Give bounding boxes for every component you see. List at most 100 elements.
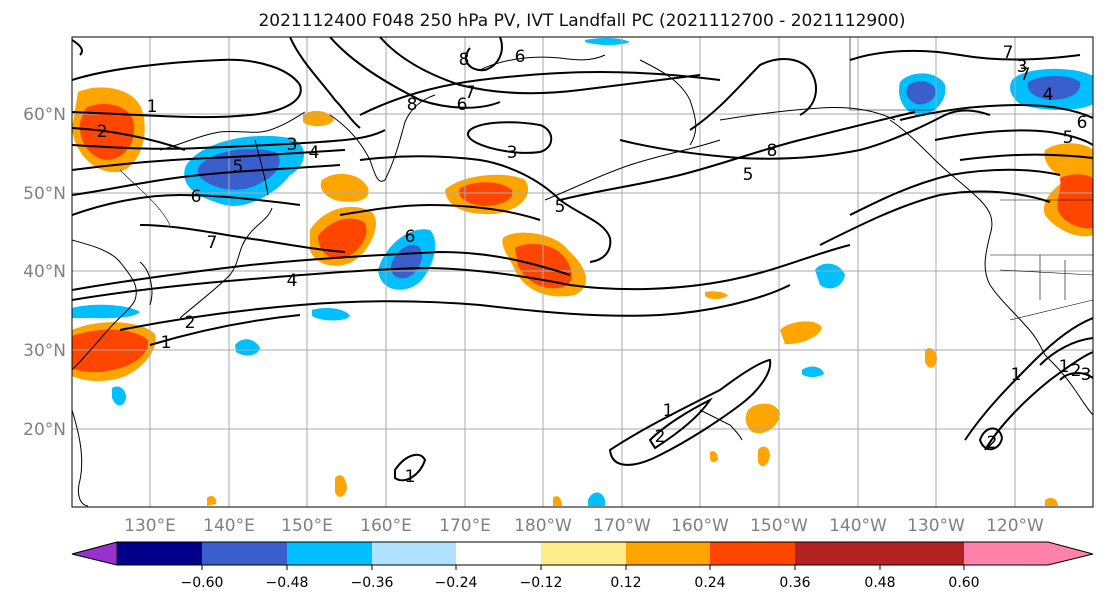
colorbar-tick-label: 0.12	[610, 575, 641, 591]
contour-label: 5	[1063, 128, 1074, 148]
contour-5-central	[359, 155, 612, 263]
contour-label: 7	[1003, 43, 1014, 63]
lon-label: 170°W	[593, 516, 651, 536]
coastline-hawaii	[699, 409, 743, 441]
contour-ne-6	[819, 190, 1051, 246]
contour-loop-se	[978, 427, 1004, 451]
colorbar-ticks	[201, 565, 965, 570]
contour-label: 4	[287, 271, 298, 291]
contour-4-central	[72, 244, 851, 301]
lat-label: 50°N	[23, 184, 66, 204]
lon-label: 160°W	[671, 516, 729, 536]
contour-ne-5	[849, 168, 1061, 216]
contour-3-southeast	[1039, 337, 1093, 366]
pv-anomaly-negative	[802, 366, 824, 377]
pv-anomaly-positive	[1045, 498, 1058, 506]
colorbar-segment	[626, 542, 710, 565]
pv-anomaly-positive	[335, 475, 347, 497]
pv-anomaly-positive	[303, 110, 334, 127]
pv-anomaly-positive	[318, 218, 367, 259]
contour-ne-4	[959, 153, 1093, 161]
colorbar-over-arrow	[964, 542, 1093, 565]
colorbar-segment	[372, 542, 456, 565]
lon-label: 140°W	[829, 516, 887, 536]
pv-anomaly-positive	[705, 291, 728, 299]
colorbar-segment	[287, 542, 372, 565]
contour-label: 1	[663, 401, 674, 421]
coastline-aleutians	[544, 139, 721, 201]
contour-4-west	[72, 149, 346, 171]
contour-label: 8	[767, 141, 778, 161]
analysis-box	[849, 37, 935, 111]
contour-label: 6	[405, 227, 416, 247]
pv-anomaly-positive	[1057, 174, 1093, 229]
contour-8-northwest	[289, 37, 361, 129]
contour-label: 7	[465, 83, 476, 103]
pv-anomaly-positive	[72, 329, 149, 373]
colorbar-tick-label: 0.48	[864, 575, 895, 591]
pv-anomaly-positive	[320, 173, 369, 202]
contour-label: 6	[457, 95, 468, 115]
pv-anomaly-negative	[585, 37, 630, 45]
contour-5-east	[559, 111, 916, 201]
colorbar-tick-label: 0.24	[694, 575, 725, 591]
lat-label: 30°N	[23, 341, 66, 361]
lon-label: 180°W	[514, 516, 572, 536]
lon-label: 130°E	[124, 516, 176, 536]
contour-6-west	[72, 193, 301, 216]
coastline-bc	[889, 119, 993, 236]
pv-anomaly-negative	[235, 339, 260, 356]
boundary-us-mexico	[1009, 299, 1093, 321]
contour-label: 3	[1017, 57, 1028, 77]
contour-label: 5	[555, 197, 566, 217]
map-frame	[71, 36, 1094, 508]
colorbar-tick-label: −0.36	[351, 575, 394, 591]
latitude-labels: 60°N 50°N 40°N 30°N 20°N	[23, 105, 66, 440]
contour-1-small-loop	[394, 453, 427, 482]
pv-anomaly-positive	[758, 446, 770, 467]
coastline-mexico	[1044, 354, 1093, 416]
pv-anomaly-positive	[207, 496, 217, 506]
colorbar-under-arrow	[71, 541, 118, 566]
longitude-labels: 130°E 140°E 150°E 160°E 170°E 180°W 170°…	[124, 516, 1044, 536]
colorbar-outline	[71, 541, 1094, 566]
lon-label: 150°W	[750, 516, 808, 536]
lon-label: 160°E	[360, 516, 412, 536]
contour-3-central	[72, 250, 571, 291]
coastline-alaska-west	[639, 59, 697, 146]
map-title: 2021112400 F048 250 hPa PV, IVT Landfall…	[258, 11, 905, 31]
coastline-kamchatka	[329, 94, 436, 182]
contour-northwest-open	[72, 39, 83, 56]
contour-1-hawaii	[608, 358, 772, 466]
contour-hook-se	[1059, 372, 1093, 381]
lon-label: 150°E	[281, 516, 333, 536]
pv-anomaly-positive	[745, 403, 780, 434]
colorbar-segment	[541, 542, 626, 565]
contour-1-southeast	[964, 317, 1093, 441]
colorbar-segment	[117, 542, 202, 565]
contour-8-north	[329, 37, 501, 109]
contour-loop-north	[465, 37, 503, 72]
contour-label: 4	[309, 143, 320, 163]
pv-anomaly-negative	[1027, 76, 1081, 100]
contour-label: 2	[655, 427, 666, 447]
pv-anomaly-negative	[112, 386, 126, 406]
colorbar-tick-label: −0.48	[266, 575, 309, 591]
contour-2-west	[72, 127, 186, 151]
contour-1-central	[149, 314, 301, 346]
contour-label: 1	[1011, 365, 1022, 385]
contour-5-west	[72, 164, 341, 196]
contour-ne-2	[899, 103, 1093, 121]
pv-anomaly-negative	[312, 308, 350, 321]
contour-label: 2	[97, 122, 108, 142]
lat-label: 60°N	[23, 105, 66, 125]
colorbar-segment	[710, 542, 795, 565]
contour-label: 2	[1071, 361, 1082, 381]
pv-anomaly-positive	[459, 182, 513, 206]
pv-anomaly-positive	[780, 321, 822, 345]
coastline-philippines	[72, 409, 89, 507]
lon-label: 170°E	[439, 516, 491, 536]
contour-label: 1	[147, 97, 158, 117]
contour-label: 8	[407, 95, 418, 115]
